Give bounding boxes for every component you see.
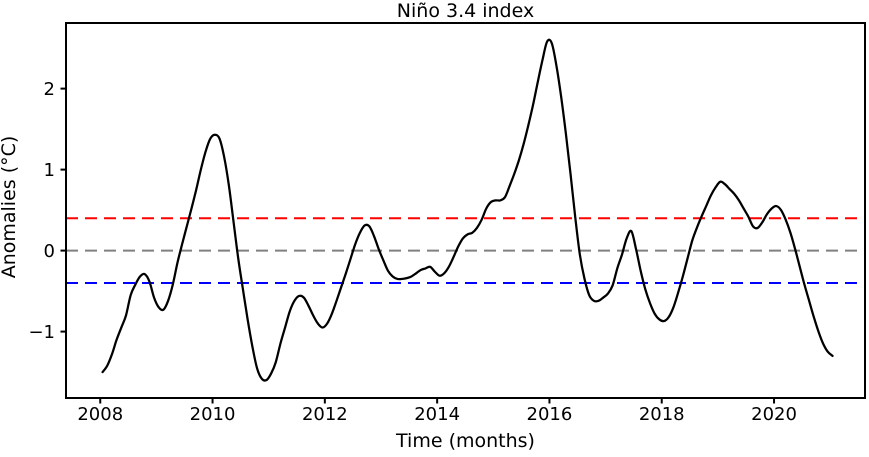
x-tick-label: 2020 bbox=[751, 404, 797, 425]
plot-border bbox=[65, 22, 866, 399]
y-tick-label: 2 bbox=[44, 79, 55, 100]
y-tick-label: 0 bbox=[44, 241, 55, 262]
x-tick-label: 2008 bbox=[77, 404, 123, 425]
x-tick-label: 2014 bbox=[414, 404, 460, 425]
threshold-lines bbox=[66, 217, 865, 284]
series-lines bbox=[101, 38, 834, 382]
chart-title: Niño 3.4 index bbox=[397, 0, 534, 22]
y-axis-label: Anomalies (°C) bbox=[0, 136, 20, 279]
y-tick-label: −1 bbox=[28, 322, 55, 343]
y-axis-ticks: −1 0 1 2 bbox=[28, 79, 66, 343]
x-axis-label: Time (months) bbox=[395, 430, 535, 452]
x-tick-label: 2010 bbox=[190, 404, 236, 425]
x-axis-ticks: 2008 2010 2012 2014 2016 2018 2020 bbox=[77, 398, 797, 425]
x-tick-label: 2016 bbox=[527, 404, 573, 425]
y-tick-label: 1 bbox=[44, 160, 55, 181]
x-tick-label: 2012 bbox=[302, 404, 348, 425]
x-tick-label: 2018 bbox=[639, 404, 685, 425]
nino34-anomaly-line bbox=[101, 38, 834, 382]
